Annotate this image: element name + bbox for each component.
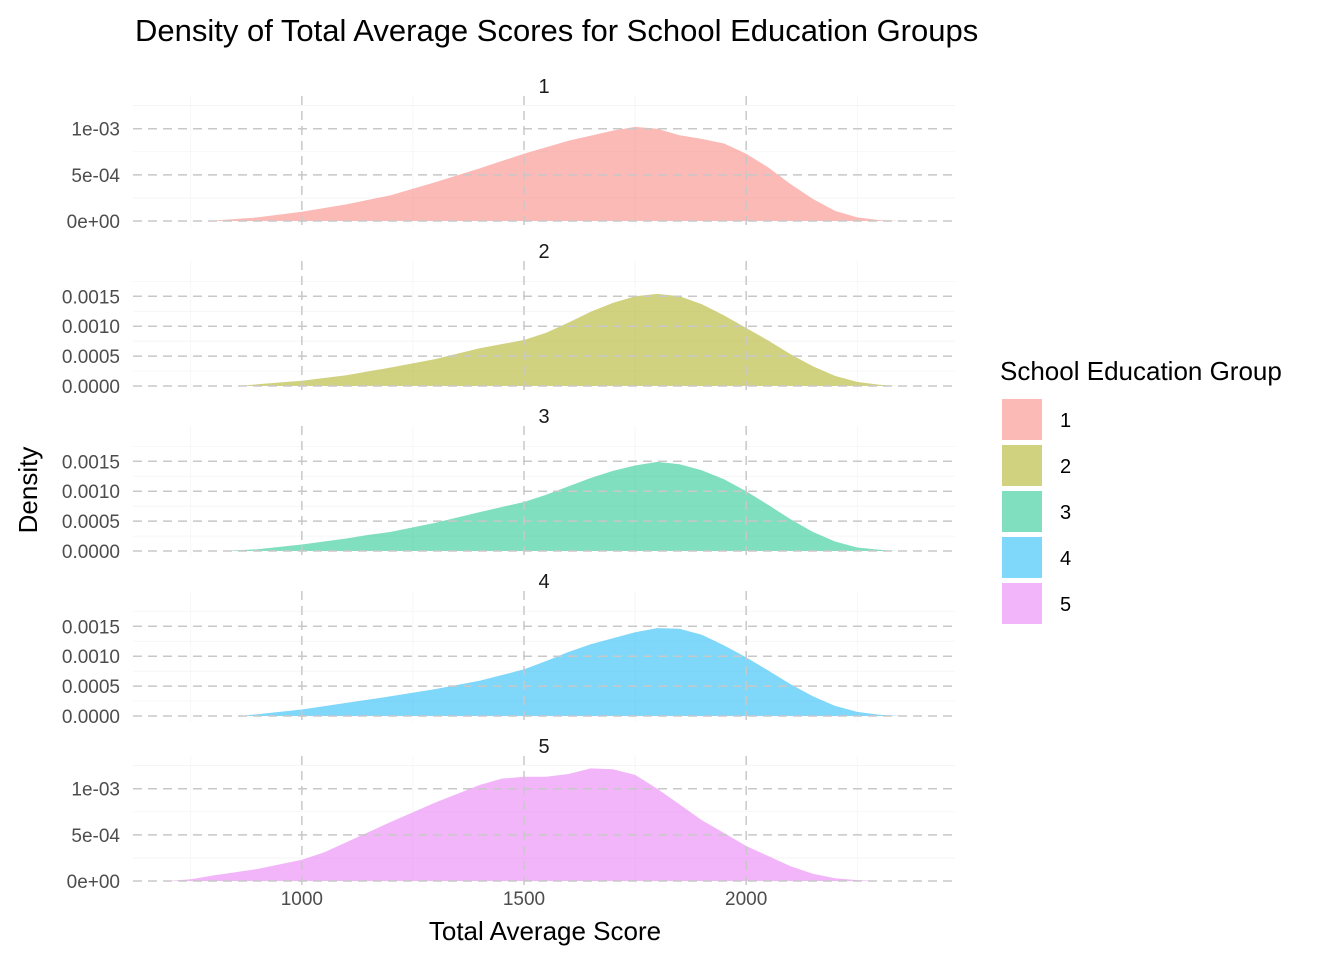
y-tick-label: 0.0010	[62, 647, 120, 668]
strip-label: 1	[538, 76, 549, 98]
x-axis-title: Total Average Score	[429, 916, 661, 946]
y-tick-label: 5e-04	[71, 166, 120, 187]
y-tick-label: 0.0015	[62, 617, 120, 638]
y-tick-label: 5e-04	[71, 826, 120, 847]
y-tick-label: 0.0005	[62, 347, 120, 368]
legend-swatch-5	[1002, 583, 1042, 624]
strip-label: 5	[538, 736, 549, 758]
y-tick-label: 0.0000	[62, 377, 120, 398]
legend-swatch-4	[1002, 537, 1042, 578]
y-tick-label: 0.0005	[62, 512, 120, 533]
y-axis-title: Density	[13, 447, 43, 534]
y-tick-label: 0.0000	[62, 707, 120, 728]
y-tick-label: 0.0015	[62, 452, 120, 473]
density-area-group-4	[239, 628, 902, 716]
panel-4: 4 0.0000 0.0005 0.0010 0.0015	[62, 571, 955, 728]
y-tick-label: 0.0015	[62, 287, 120, 308]
legend-label-4: 4	[1060, 548, 1071, 570]
legend: School Education Group 1 2 3 4 5	[1000, 356, 1282, 624]
legend-label-5: 5	[1060, 594, 1071, 616]
panel-3: 3 0.0000 0.0005 0.0010 0.0015	[62, 406, 955, 563]
legend-title: School Education Group	[1000, 356, 1282, 386]
y-tick-label: 1e-03	[71, 120, 120, 141]
y-tick-label: 1e-03	[71, 780, 120, 801]
legend-label-3: 3	[1060, 502, 1071, 524]
chart-title: Density of Total Average Scores for Scho…	[135, 13, 978, 48]
strip-label: 2	[538, 241, 549, 263]
density-area-group-1	[213, 126, 902, 221]
x-axis: 1000 1500 2000	[281, 889, 768, 910]
strip-label: 4	[538, 571, 549, 593]
y-tick-label: 0.0010	[62, 317, 120, 338]
x-tick-label: 1000	[281, 889, 323, 910]
density-area-group-2	[239, 293, 898, 386]
y-tick-label: 0.0005	[62, 677, 120, 698]
panel-5: 5 0e+00 5e-04 1e-03	[67, 736, 955, 893]
x-tick-label: 1500	[503, 889, 545, 910]
y-tick-label: 0.0010	[62, 482, 120, 503]
legend-label-2: 2	[1060, 456, 1071, 478]
strip-label: 3	[538, 406, 549, 428]
y-tick-label: 0.0000	[62, 542, 120, 563]
y-tick-label: 0e+00	[67, 872, 120, 893]
density-area-group-3	[221, 461, 898, 551]
facet-panels: 1 0e+00 5e-04 1e-03 2 0.0000 0.0005 0.0010 0.001…	[62, 76, 955, 893]
y-tick-label: 0e+00	[67, 212, 120, 233]
legend-label-1: 1	[1060, 410, 1071, 432]
legend-swatch-2	[1002, 445, 1042, 486]
x-tick-label: 2000	[725, 889, 767, 910]
panel-2: 2 0.0000 0.0005 0.0010 0.0015	[62, 241, 955, 398]
legend-swatch-3	[1002, 491, 1042, 532]
legend-swatch-1	[1002, 399, 1042, 440]
panel-1: 1 0e+00 5e-04 1e-03	[67, 76, 955, 233]
